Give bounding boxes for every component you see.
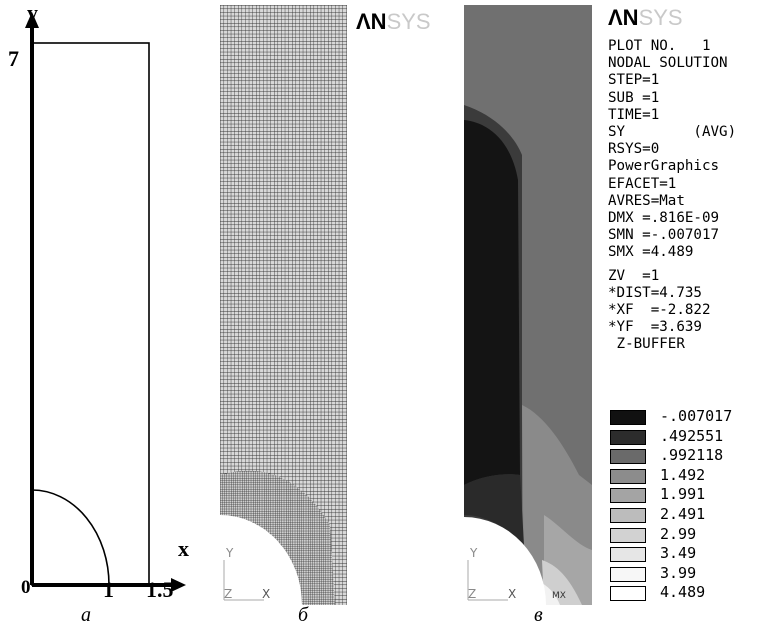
info-line: TIME=1 [608, 106, 660, 123]
info-line: PowerGraphics [608, 158, 720, 175]
info-line: *XF =-2.822 [608, 302, 711, 319]
y-tick-7: 7 [8, 46, 19, 71]
info-line: RSYS=0 [608, 141, 660, 158]
info-line: AVRES=Mat [608, 192, 685, 209]
contour-triad-y: Y [470, 546, 478, 560]
legend-value: -.007017 [660, 407, 733, 425]
info-line: ZV =1 [608, 267, 660, 284]
info-line: STEP=1 [608, 72, 660, 89]
legend-swatch [610, 468, 646, 484]
legend-swatch [610, 410, 646, 425]
mx-marker: MX [552, 591, 566, 601]
logo-strong: ΛN [356, 9, 387, 34]
triad-y-label: Y [226, 546, 234, 560]
panel-label-c: в [534, 604, 543, 626]
contour-triad-z: Z [468, 587, 477, 601]
ansys-logo-contour: ΛNSYS [608, 5, 683, 31]
panel-label-b: б [298, 604, 309, 626]
legend-value: 1.991 [660, 485, 706, 504]
legend-swatch [610, 547, 646, 563]
geometry-diagram [25, 12, 186, 592]
info-line: DMX =.816E-09 [608, 210, 720, 227]
legend-value: 1.492 [660, 465, 706, 484]
x-axis-label: x [178, 536, 189, 561]
info-line: *DIST=4.735 [608, 284, 702, 301]
logo-faint: SYS [638, 5, 683, 30]
contour-legend: -.007017.492551.992118 1.492 1.991 2.491 2.9… [610, 408, 770, 608]
legend-swatch [610, 508, 646, 523]
panel-label-a: а [81, 604, 91, 626]
x-tick-1: 1 [103, 577, 114, 602]
legend-swatch [610, 449, 646, 465]
logo-faint: SYS [386, 9, 431, 34]
legend-value: 2.491 [660, 505, 706, 523]
contour-hole [464, 517, 546, 605]
info-line: SY (AVG) [608, 124, 737, 141]
legend-swatch [610, 429, 646, 445]
origin-label: 0 [21, 577, 31, 598]
plate-outline [31, 42, 150, 586]
info-line: SUB =1 [608, 89, 660, 106]
info-line: SMN =-.007017 [608, 227, 720, 244]
legend-value: 3.49 [660, 544, 697, 563]
x-tick-1-5: 1.5 [146, 577, 174, 602]
contour-band-max [542, 583, 560, 605]
info-line: PLOT NO. 1 [608, 38, 711, 54]
info-line: *YF =3.639 [608, 319, 702, 336]
info-line: SMX =4.489 [608, 244, 694, 261]
legend-swatch [610, 488, 646, 504]
legend-swatch [610, 566, 646, 582]
contour-band-min [464, 120, 520, 485]
mesh-view [220, 5, 347, 605]
triad-x-label: X [262, 587, 271, 601]
y-axis-arrow [25, 12, 39, 28]
plot-info-block: PLOT NO. 1 NODAL SOLUTION STEP=1 SUB =1 … [608, 38, 772, 354]
hole-arc [31, 489, 110, 586]
legend-value: .992118 [660, 446, 724, 465]
coordinate-triad [223, 560, 264, 601]
contour-triad-x: X [508, 587, 517, 601]
legend-value: .492551 [660, 426, 724, 445]
stress-contour-plot [464, 5, 592, 605]
logo-strong: ΛN [608, 5, 639, 30]
info-line: EFACET=1 [608, 175, 677, 192]
info-line: Z-BUFFER [608, 336, 685, 353]
mesh-hole [220, 515, 302, 605]
y-axis-label: y [27, 0, 38, 25]
legend-swatch [610, 586, 646, 602]
contour-triad [467, 560, 508, 601]
x-axis-arrow [171, 578, 186, 592]
legend-value: 2.99 [660, 524, 697, 543]
legend-value: 3.99 [660, 563, 697, 582]
legend-swatch [610, 527, 646, 543]
triad-z-label: Z [224, 587, 233, 601]
legend-value: 4.489 [660, 583, 706, 602]
ansys-logo-mesh: ΛNSYS [356, 9, 431, 35]
info-line: NODAL SOLUTION [608, 55, 728, 72]
